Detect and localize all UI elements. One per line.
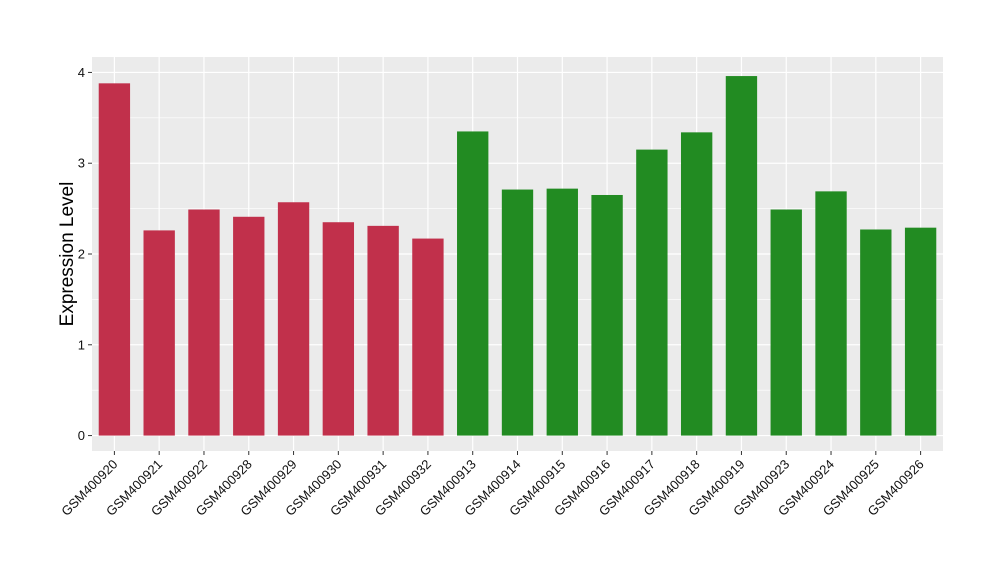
bars [98,76,937,436]
bar-GSM400922 [188,209,220,436]
bar-GSM400926 [904,227,937,436]
bar-GSM400932 [412,238,444,436]
bar-GSM400914 [501,189,534,436]
y-tick-label: 2 [78,247,85,262]
bar-GSM400916 [591,194,623,436]
y-axis: 0 1 2 3 4 [78,65,92,443]
bar-GSM400929 [277,202,310,436]
bar-GSM400915 [546,188,578,436]
y-tick-label: 4 [78,65,85,80]
bar-GSM400913 [457,131,489,436]
bar-GSM400917 [636,149,668,436]
x-axis: GSM400920GSM400921GSM400922GSM400928GSM4… [58,451,927,519]
y-tick-label: 0 [78,428,85,443]
bar-GSM400919 [725,76,758,436]
bar-GSM400920 [98,83,131,436]
bar-GSM400918 [680,132,713,436]
bar-GSM400925 [860,229,892,436]
bar-GSM400923 [770,209,802,436]
y-axis-title: Expression Level [57,182,78,327]
bar-GSM400924 [815,191,847,436]
bar-GSM400931 [367,225,399,436]
bar-GSM400930 [322,222,355,436]
bar-GSM400928 [233,216,265,436]
bar-GSM400921 [143,230,175,436]
y-tick-label: 3 [78,156,85,171]
y-tick-label: 1 [78,337,85,352]
